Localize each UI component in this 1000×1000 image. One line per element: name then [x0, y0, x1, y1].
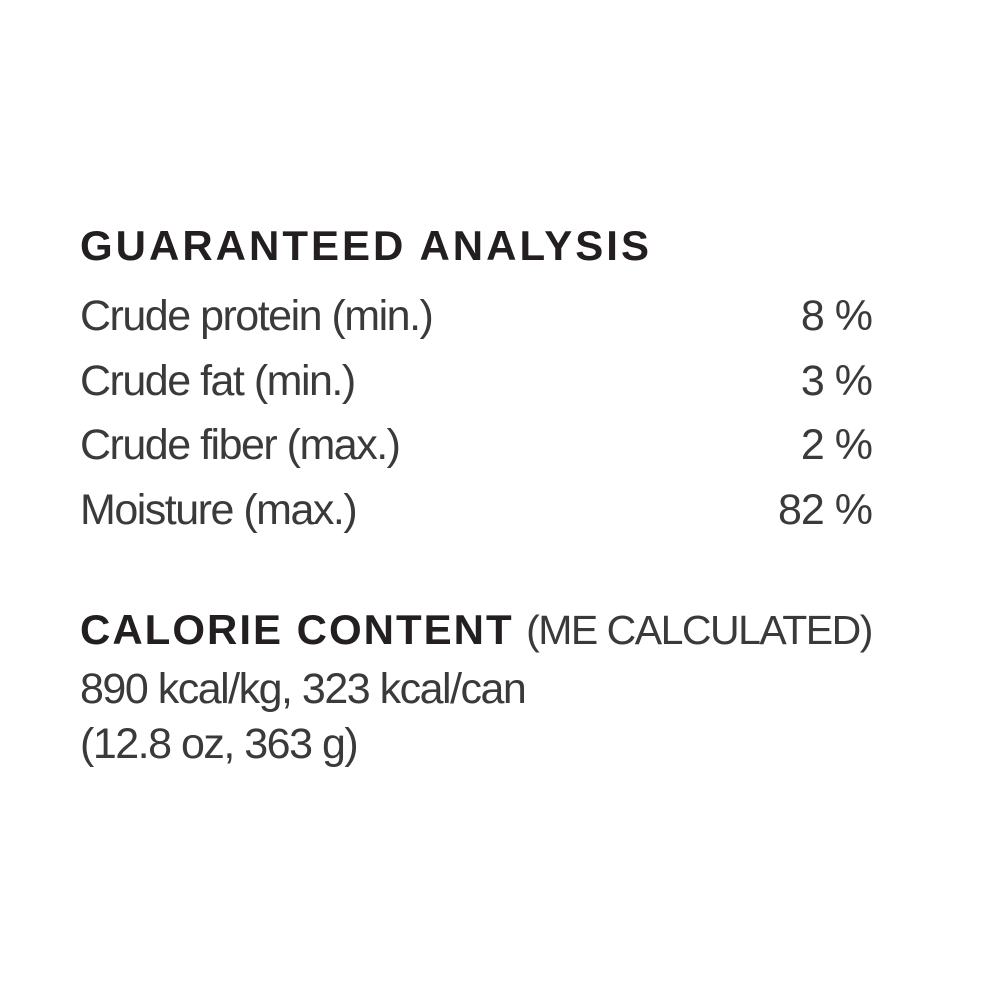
guaranteed-analysis-title: GUARANTEED ANALYSIS [80, 222, 652, 269]
guaranteed-analysis-table: Crude protein (min.) 8 % Crude fat (min.… [80, 292, 873, 551]
calorie-weight-line: (12.8 oz, 363 g) [80, 720, 359, 768]
calorie-content-section: CALORIE CONTENT (ME CALCULATED) 890 kcal… [80, 606, 873, 772]
analysis-row-crude-protein: Crude protein (min.) 8 % [80, 292, 873, 357]
analysis-row-crude-fiber: Crude fiber (max.) 2 % [80, 421, 873, 486]
guaranteed-analysis-section: GUARANTEED ANALYSIS Crude protein (min.)… [80, 222, 873, 551]
analysis-row-moisture: Moisture (max.) 82 % [80, 485, 873, 551]
analysis-row-label: Crude protein (min.) [80, 292, 434, 340]
calorie-content-title-line: CALORIE CONTENT (ME CALCULATED) [80, 606, 873, 654]
analysis-row-label: Moisture (max.) [80, 485, 358, 534]
analysis-row-crude-fat: Crude fat (min.) 3 % [80, 356, 873, 422]
analysis-row-value: 2 % [800, 421, 873, 469]
analysis-row-label: Crude fiber (max.) [80, 421, 401, 469]
analysis-row-value: 3 % [800, 356, 873, 405]
analysis-row-value: 8 % [800, 292, 873, 340]
calorie-content-subtitle: (ME CALCULATED) [526, 607, 873, 653]
analysis-row-label: Crude fat (min.) [80, 356, 356, 405]
calorie-content-title: CALORIE CONTENT [80, 606, 514, 653]
analysis-row-value: 82 % [777, 485, 873, 534]
calorie-kcal-line: 890 kcal/kg, 323 kcal/can [80, 665, 527, 713]
